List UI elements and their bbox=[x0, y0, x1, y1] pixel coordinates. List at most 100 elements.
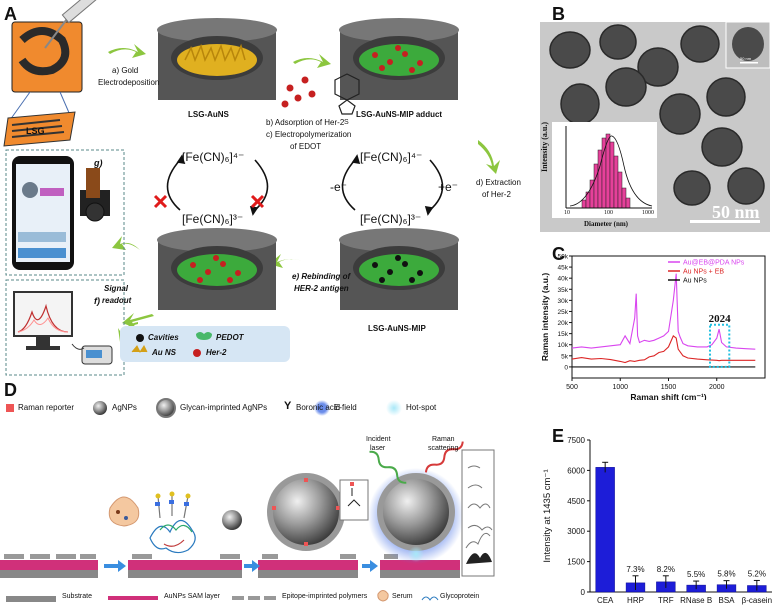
legend-glycoprotein: Glycoprotein bbox=[440, 593, 480, 600]
x-tick-label: 1500 bbox=[661, 384, 677, 391]
label-mip-adduct: LSG-AuNS-MIP adduct bbox=[356, 110, 443, 119]
legend-her2: Her-2 bbox=[206, 348, 227, 357]
redox-cycle-left bbox=[166, 154, 269, 216]
step-b-label: b) Adsorption of Her-2 bbox=[266, 118, 345, 127]
step-c-label: c) Electropolymerization bbox=[266, 130, 352, 139]
x-tick-label: 500 bbox=[566, 384, 578, 391]
agnps-swatch bbox=[93, 401, 107, 415]
step-d-label: d) Extraction bbox=[476, 178, 521, 187]
plus-e-label: +e⁻ bbox=[438, 180, 459, 194]
x-tick-label-1: HRP bbox=[627, 596, 644, 605]
legend-auns: Au NS bbox=[152, 348, 176, 357]
sam-swatch bbox=[108, 596, 158, 600]
panel-label-b: B bbox=[552, 4, 565, 24]
laser-label: laser bbox=[370, 445, 386, 452]
legend-pedot: PEDOT bbox=[216, 333, 244, 342]
raman-scattering-wave bbox=[424, 441, 464, 473]
raman-reporter-swatch bbox=[6, 404, 14, 412]
hotspot-swatch bbox=[386, 400, 402, 416]
x-tick-label: 1000 bbox=[612, 384, 628, 391]
glycoprotein-swatch bbox=[421, 596, 439, 601]
boronic-acid-symbol: Y bbox=[284, 400, 292, 412]
y-tick-label: 45k bbox=[558, 265, 569, 272]
legend-glycan-imprinted: Glycan-imprinted AgNPs bbox=[180, 403, 268, 412]
fe3-right: [Fe(CN)₆]³⁻ bbox=[360, 212, 422, 226]
series-line-1 bbox=[571, 335, 756, 364]
y-tick-label: 5k bbox=[561, 353, 569, 360]
serum-swatch bbox=[377, 590, 389, 602]
legend-sam: AuNPs SAM layer bbox=[164, 593, 221, 600]
data-label-2: 8.2% bbox=[657, 565, 675, 574]
tem-image bbox=[540, 22, 770, 232]
smartphone-illustration bbox=[5, 149, 125, 276]
well-rebinding bbox=[157, 228, 277, 310]
legend-entry: Au NPs + EB bbox=[683, 269, 724, 276]
panel-label-d: D bbox=[4, 380, 17, 400]
legend-agnps: AgNPs bbox=[112, 403, 137, 412]
step-a-label: a) Gold bbox=[112, 66, 139, 75]
legend-hotspot: Hot-spot bbox=[406, 403, 437, 412]
hotspot bbox=[408, 546, 424, 562]
well-lsg-auns bbox=[157, 18, 277, 100]
x-tick-label-0: CEA bbox=[597, 596, 614, 605]
annotation-label: 2024 bbox=[709, 313, 732, 325]
x-tick-label-5: β-casein bbox=[742, 596, 772, 605]
fe3-left: [Fe(CN)₆]³⁻ bbox=[182, 212, 244, 226]
tem-scale-bar-label: 50 nm bbox=[712, 202, 760, 222]
y-tick-label: 50k bbox=[558, 254, 569, 261]
fe4-left: [Fe(CN)₆]⁴⁻ bbox=[182, 150, 245, 164]
legend-entry: Au NPs bbox=[683, 278, 707, 285]
minus-e-label: -e⁻ bbox=[330, 180, 348, 194]
step-g-label: g) bbox=[94, 158, 103, 168]
legend-boronic-acid: Boronic acid bbox=[296, 403, 341, 412]
data-label-4: 5.8% bbox=[717, 570, 735, 579]
panel-d-artwork bbox=[0, 398, 495, 602]
histogram-xlabel: Diameter (nm) bbox=[584, 220, 628, 228]
panel-label-a: A bbox=[4, 4, 17, 24]
well-mip-adduct bbox=[339, 18, 459, 100]
well-lsg-auns-mip bbox=[339, 228, 459, 310]
y-tick-label: 4500 bbox=[567, 497, 585, 506]
step-f-label: f) bbox=[94, 296, 100, 306]
label-lsg-auns-mip: LSG-AuNS-MIP bbox=[368, 324, 426, 333]
legend-entry: Au@EB@PDA NPs bbox=[683, 260, 745, 267]
glycan-imprinted-agnp bbox=[267, 473, 345, 551]
y-tick-label: 3000 bbox=[567, 527, 585, 536]
readout-monitor-illustration bbox=[5, 279, 125, 376]
substrate-strips bbox=[0, 554, 460, 578]
y-axis-label: Raman intensity (a.u.) bbox=[540, 273, 550, 361]
x-tick-label-4: BSA bbox=[718, 596, 735, 605]
svg-text:S: S bbox=[344, 119, 349, 126]
legend-cavities: Cavities bbox=[148, 333, 179, 342]
annotation-box bbox=[708, 323, 731, 368]
glycan-imprinted-swatch bbox=[156, 398, 176, 418]
x-tick-label-3: RNase B bbox=[680, 596, 712, 605]
histogram-ylabel: Intensity (a.u.) bbox=[540, 121, 549, 172]
incident-label: Incident bbox=[366, 436, 391, 443]
blocked-cross-icons bbox=[153, 194, 265, 209]
agnp-small bbox=[222, 510, 242, 530]
label-lsg: LSG bbox=[26, 126, 45, 136]
y-tick-label: 0 bbox=[564, 364, 568, 371]
y-tick-label: 30k bbox=[558, 298, 569, 305]
serum-droplet bbox=[108, 496, 140, 527]
y-tick-label: 10k bbox=[558, 342, 569, 349]
histogram-xtick-1: 100 bbox=[604, 210, 613, 216]
x-tick-label-2: TRF bbox=[658, 596, 674, 605]
y-tick-label: 6000 bbox=[567, 466, 585, 475]
y-tick-label: 35k bbox=[558, 287, 569, 294]
plot-frame bbox=[571, 255, 766, 379]
step-e-label: e) Rebinding of bbox=[292, 272, 351, 281]
y-tick-label: 1500 bbox=[567, 558, 585, 567]
data-label-1: 7.3% bbox=[626, 565, 644, 574]
x-axis-label: Raman shift (cm⁻¹) bbox=[630, 392, 706, 400]
fe4-right: [Fe(CN)₆]⁴⁻ bbox=[360, 150, 423, 164]
panel-a-legend bbox=[120, 326, 290, 362]
scattering-label: scattering bbox=[428, 445, 459, 452]
redox-cycle-right bbox=[341, 154, 444, 216]
legend-epitope: Epitope-imprinted polymers bbox=[282, 593, 368, 600]
blue-arrows bbox=[104, 560, 378, 572]
y-tick-label: 0 bbox=[581, 588, 586, 597]
efield-swatch bbox=[314, 400, 330, 416]
data-label-3: 5.5% bbox=[687, 570, 705, 579]
